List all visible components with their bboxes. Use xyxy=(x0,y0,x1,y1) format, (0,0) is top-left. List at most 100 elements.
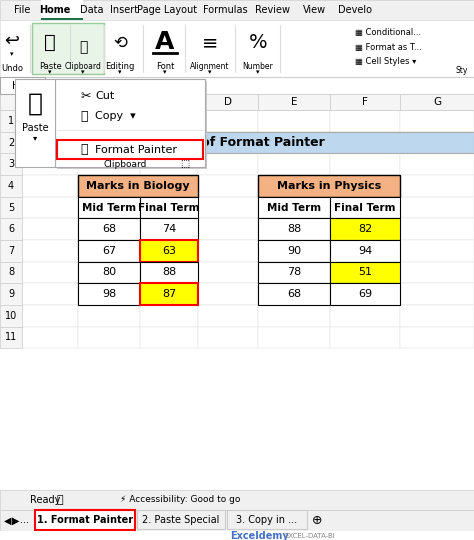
Bar xyxy=(258,132,330,153)
Bar xyxy=(400,327,474,348)
Text: ▾: ▾ xyxy=(10,51,14,57)
Text: G: G xyxy=(433,97,441,107)
Bar xyxy=(22,240,78,262)
Bar xyxy=(0,19,474,77)
Bar xyxy=(330,94,400,110)
Text: 7: 7 xyxy=(8,246,14,256)
Text: 68: 68 xyxy=(287,289,301,299)
Text: F: F xyxy=(362,97,368,107)
Text: A: A xyxy=(155,30,175,55)
Bar xyxy=(258,284,330,305)
Bar xyxy=(78,153,140,175)
Bar xyxy=(78,110,140,132)
Bar xyxy=(140,218,198,240)
Bar xyxy=(22,132,78,153)
Bar xyxy=(78,218,140,240)
Bar xyxy=(78,305,140,327)
Bar xyxy=(41,0,83,19)
Bar xyxy=(330,218,400,240)
Text: 📋: 📋 xyxy=(44,33,56,52)
Text: H11: H11 xyxy=(11,80,33,91)
Text: 1. Format Painter: 1. Format Painter xyxy=(37,515,133,525)
Bar xyxy=(140,240,198,262)
Bar xyxy=(22,284,78,305)
Text: Insert: Insert xyxy=(110,5,138,15)
Bar xyxy=(0,305,22,327)
Text: 82: 82 xyxy=(358,224,372,234)
Text: ▾: ▾ xyxy=(208,69,212,75)
Bar xyxy=(330,153,400,175)
Bar xyxy=(22,110,78,132)
Bar xyxy=(330,197,400,218)
Text: E: E xyxy=(291,97,297,107)
Bar xyxy=(258,240,330,262)
Bar xyxy=(78,284,140,305)
Bar xyxy=(0,77,45,94)
Bar xyxy=(140,218,198,240)
Bar xyxy=(258,262,330,284)
Bar xyxy=(330,305,400,327)
Text: ▾: ▾ xyxy=(48,69,52,75)
Text: 2. Paste Special: 2. Paste Special xyxy=(142,515,219,525)
Bar xyxy=(22,197,78,218)
Bar xyxy=(0,94,474,110)
Bar xyxy=(330,110,400,132)
Bar xyxy=(55,79,205,167)
Bar xyxy=(0,175,22,197)
Bar xyxy=(400,305,474,327)
Text: Cut: Cut xyxy=(95,91,114,102)
Text: B: B xyxy=(105,97,112,107)
Bar xyxy=(22,175,78,197)
Text: ...: ... xyxy=(19,515,28,525)
Bar xyxy=(400,197,474,218)
Bar xyxy=(0,110,22,132)
Text: ▦ Format as T...: ▦ Format as T... xyxy=(355,43,422,51)
Bar xyxy=(140,197,198,218)
Text: Clipboard: Clipboard xyxy=(103,160,146,169)
Text: Editing: Editing xyxy=(105,63,135,71)
Text: ▾: ▾ xyxy=(33,133,37,142)
Bar xyxy=(32,23,104,74)
Text: ≡: ≡ xyxy=(202,33,218,52)
Text: Final Term: Final Term xyxy=(334,202,396,213)
Bar xyxy=(15,79,55,167)
Text: 98: 98 xyxy=(102,289,116,299)
Text: 63: 63 xyxy=(162,246,176,256)
Text: 80: 80 xyxy=(102,267,116,278)
Text: A: A xyxy=(46,97,54,107)
Bar xyxy=(198,305,258,327)
Text: ▾: ▾ xyxy=(118,69,122,75)
Bar xyxy=(330,197,400,218)
Bar xyxy=(198,284,258,305)
Bar xyxy=(0,218,22,240)
Bar xyxy=(330,132,400,153)
Bar xyxy=(0,153,22,175)
Bar xyxy=(140,197,198,218)
Bar xyxy=(330,327,400,348)
Bar xyxy=(330,240,400,262)
Bar xyxy=(140,284,198,305)
Bar xyxy=(198,175,258,197)
Text: Format Painter: Format Painter xyxy=(95,145,177,154)
Text: Font: Font xyxy=(156,63,174,71)
Bar xyxy=(330,240,400,262)
Text: 3. Copy in ...: 3. Copy in ... xyxy=(237,515,298,525)
Text: Paste: Paste xyxy=(22,123,48,133)
Bar xyxy=(55,79,205,167)
Text: C: C xyxy=(165,97,173,107)
Text: Develo: Develo xyxy=(338,5,372,15)
Text: 11: 11 xyxy=(5,333,17,342)
Bar xyxy=(22,327,78,348)
Text: 2: 2 xyxy=(8,138,14,147)
Bar xyxy=(140,94,198,110)
Text: ✂: ✂ xyxy=(80,90,91,103)
Bar xyxy=(140,262,198,284)
Bar xyxy=(227,510,307,529)
Bar xyxy=(78,218,140,240)
Bar xyxy=(198,94,258,110)
Bar xyxy=(35,510,135,530)
Bar xyxy=(198,153,258,175)
Bar xyxy=(78,94,140,110)
Text: ⧉: ⧉ xyxy=(80,110,88,123)
Bar xyxy=(0,284,22,305)
